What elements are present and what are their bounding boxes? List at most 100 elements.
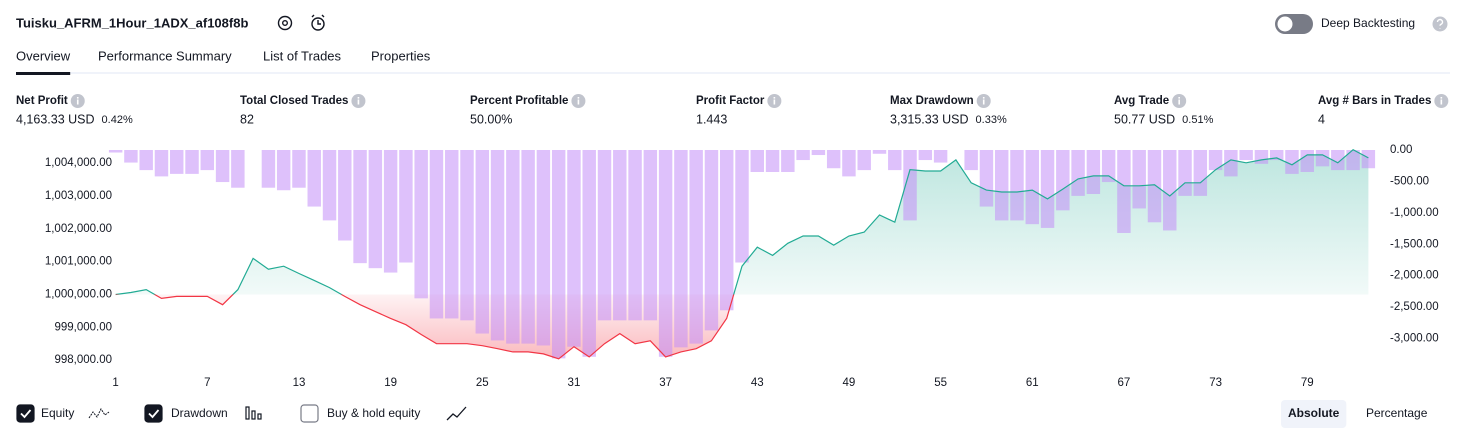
drawdown-bar [338,150,352,241]
drawdown-bar [628,150,642,321]
drawdown-bar [1346,150,1360,171]
legend-checkbox[interactable] [144,404,163,423]
drawdown-bar [414,150,428,299]
stat-value: 50.00% [470,112,512,126]
stat-percent: 0.51% [1182,114,1213,126]
y2-tick-label: -1,500.00 [1390,238,1439,250]
info-icon-bar [357,99,360,105]
equity-line [115,148,1369,360]
info-icon-bar [1440,99,1443,105]
legend-label: Buy & hold equity [327,406,420,420]
x-tick-label: 79 [1301,377,1314,389]
drawdown-bar [383,150,398,273]
view-mode-button[interactable]: Percentage [1366,406,1428,420]
stat-label: Total Closed Trades [240,95,348,107]
stat-label: Avg # Bars in Trades [1318,95,1431,107]
stat-label: Profit Factor [696,95,765,107]
drawdown-bar [1224,150,1238,177]
x-tick-label: 19 [384,377,397,389]
stat-value: 82 [240,112,254,126]
drawdown-bar [399,150,413,263]
drawdown-bar [1010,150,1024,221]
x-tick-label: 61 [1026,377,1039,389]
stat-value: 1.443 [696,112,727,126]
info-icon-bar [1178,99,1180,105]
stat-percent: 0.42% [102,114,133,126]
settings-icon[interactable] [277,15,293,31]
info-icon-dot [577,97,580,99]
x-tick-label: 43 [751,377,764,389]
drawdown-bar [704,150,719,331]
active-tab-indicator [16,72,71,75]
tab[interactable]: Performance Summary [98,48,232,63]
drawdown-bar [1163,150,1177,231]
y-tick-label: 1,001,000.00 [45,256,112,268]
drawdown-bar [826,150,841,169]
x-tick-label: 31 [568,377,581,389]
x-tick-label: 25 [476,377,489,389]
drawdown-bar [1193,150,1208,196]
drawdown-bar [597,150,612,321]
x-tick-label: 1 [112,377,118,389]
stat-label: Net Profit [16,95,68,107]
drawdown-bar [765,150,780,172]
drawdown-bar [658,150,673,357]
drawdown-bar [215,150,230,183]
y-tick-label: 1,002,000.00 [45,223,112,235]
y2-tick-label: -2,000.00 [1390,270,1439,282]
legend-checkbox[interactable] [16,404,35,423]
legend-label: Drawdown [171,406,228,420]
drawdown-bar [613,150,627,321]
drawdown-bar [735,150,749,263]
y2-tick-label: 0.00 [1390,144,1412,156]
x-tick-label: 55 [934,377,947,389]
drawdown-bar [674,150,688,348]
x-tick-label: 49 [843,377,856,389]
strategy-title: Tuisku_AFRM_1Hour_1ADX_af108f8b [16,15,248,30]
drawdown-bar [170,150,184,174]
x-tick-label: 67 [1118,377,1131,389]
drawdown-bar [185,150,199,174]
info-icon-bar [76,99,79,105]
stat-value: 50.77 USD [1114,112,1175,126]
y2-tick-label: -1,000.00 [1390,207,1439,219]
stat-value: 3,315.33 USD [890,112,969,126]
info-icon-bar [982,99,985,105]
drawdown-bar [124,150,138,163]
drawdown-bar [1254,150,1269,164]
stat-label: Max Drawdown [890,95,974,107]
tab[interactable]: Properties [371,48,431,63]
x-tick-label: 37 [659,377,672,389]
drawdown-legend-icon [245,406,262,420]
drawdown-bar [872,150,887,154]
tab[interactable]: Overview [16,48,71,63]
deep-backtesting-toggle[interactable] [1275,14,1313,34]
help-icon[interactable] [1432,16,1448,32]
view-mode-button[interactable]: Absolute [1288,406,1340,420]
drawdown-bar [1208,150,1223,171]
drawdown-bar [1056,150,1070,211]
stat-percent: 0.33% [976,114,1007,126]
info-icon-dot [773,97,776,99]
buy-hold-legend-icon [446,406,467,421]
stat-label: Percent Profitable [470,95,568,107]
drawdown-bar [1285,150,1299,174]
drawdown-bar [1101,150,1116,183]
drawdown-bar [689,150,703,344]
alert-icon[interactable] [311,14,325,31]
drawdown-bar [903,150,917,221]
drawdown-bar [857,150,871,171]
drawdown-bar [536,150,551,346]
y2-tick-label: -3,000.00 [1390,333,1439,345]
tab[interactable]: List of Trades [263,48,342,63]
stat-label: Avg Trade [1114,95,1169,107]
checkmark [20,409,32,419]
drawdown-bar [979,150,994,207]
drawdown-bar [154,150,169,177]
legend-checkbox[interactable] [300,404,319,423]
drawdown-bar [322,150,337,221]
stat-value: 4 [1318,112,1325,126]
drawdown-bar [1132,150,1146,209]
info-icon-dot [982,97,985,99]
